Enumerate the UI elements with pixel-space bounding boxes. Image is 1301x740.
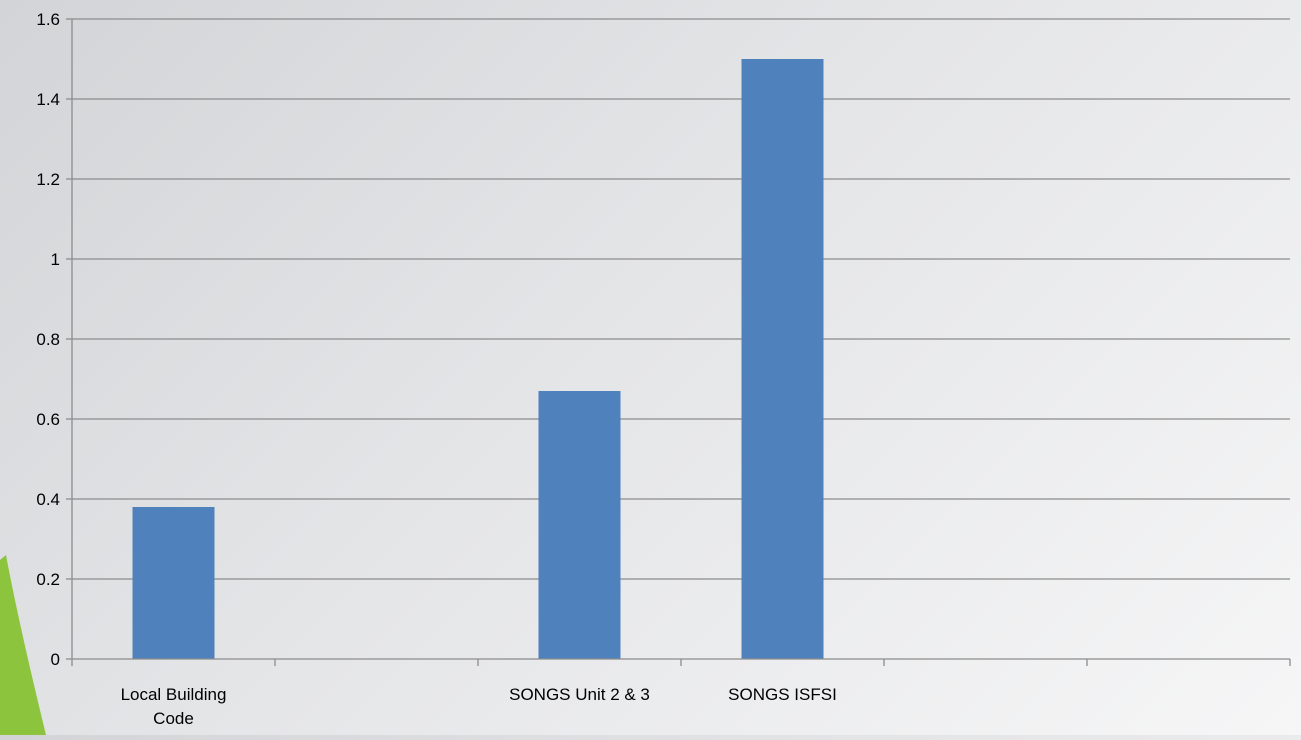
- y-tick-label: 0.8: [36, 330, 60, 349]
- x-category-label: SONGS ISFSI: [728, 685, 837, 704]
- y-tick-labels: 0 0.2 0.4 0.6 0.8 1 1.2 1.4 1.6: [36, 10, 60, 669]
- axes: [66, 18, 1291, 666]
- bars: [132, 59, 824, 659]
- bar: [741, 59, 824, 659]
- gridlines: [72, 18, 1290, 580]
- x-category-label: Code: [153, 709, 194, 728]
- y-tick-label: 1.2: [36, 170, 60, 189]
- bar: [132, 507, 215, 659]
- x-category-label: SONGS Unit 2 & 3: [509, 685, 650, 704]
- y-tick-label: 1.4: [36, 90, 60, 109]
- y-tick-label: 0.2: [36, 570, 60, 589]
- y-tick-label: 0.6: [36, 410, 60, 429]
- x-category-label: Local Building: [121, 685, 227, 704]
- y-tick-label: 1: [51, 250, 60, 269]
- x-category-labels: Local Building Code SONGS Unit 2 & 3 SONGS …: [121, 685, 837, 728]
- bar: [538, 391, 621, 659]
- y-tick-label: 1.6: [36, 10, 60, 29]
- y-tick-label: 0: [51, 650, 60, 669]
- y-tick-label: 0.4: [36, 490, 60, 509]
